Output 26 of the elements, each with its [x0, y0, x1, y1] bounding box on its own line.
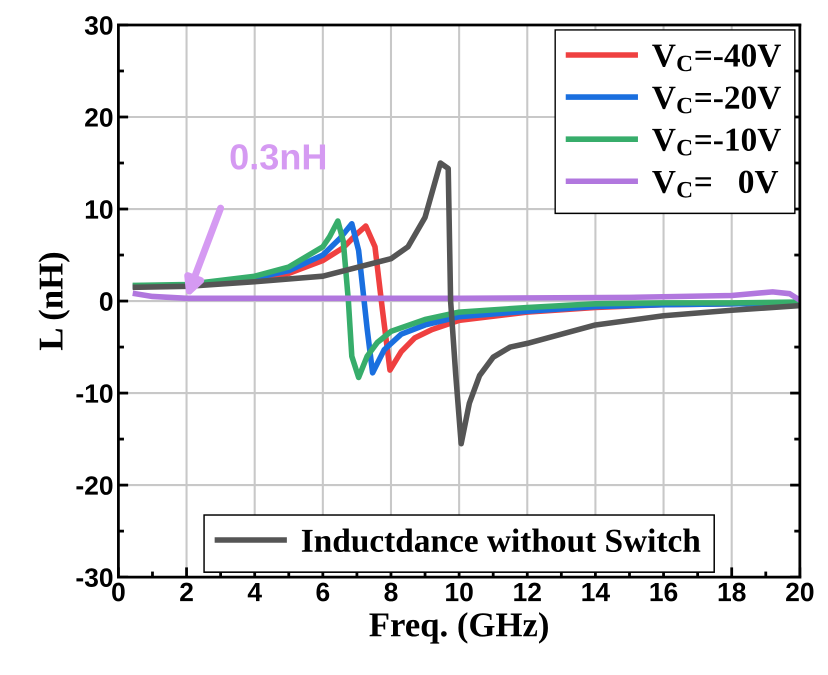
y-tick-label: -10 — [76, 384, 112, 403]
legend-label: V$_{C}$= 0V — [652, 170, 778, 198]
y-tick-label: 10 — [86, 200, 112, 219]
y-tick-label: 30 — [84, 16, 112, 35]
y-tick-label: -20 — [76, 476, 112, 495]
x-tick-label: 0 — [112, 582, 125, 602]
x-tick-label: 12 — [514, 582, 541, 602]
annotation: 0.3nH — [230, 144, 326, 170]
y-tick-label: 0 — [100, 292, 112, 311]
legend-label: V$_{C}$=-40V — [652, 44, 781, 72]
x-axis-title: Freq. (GHz) — [369, 612, 548, 644]
x-tick-label: 20 — [786, 582, 814, 602]
x-tick-label: 10 — [446, 582, 473, 602]
x-tick-label: 8 — [384, 582, 398, 602]
y-tick-label: 20 — [85, 108, 112, 127]
y-tick-label: -30 — [76, 568, 112, 587]
x-tick-label: 16 — [650, 582, 678, 602]
x-tick-label: 6 — [316, 582, 330, 602]
x-tick-label: 18 — [718, 582, 746, 602]
legend-label: Inductdance without Switch — [302, 528, 700, 552]
y-axis-title: L (nH) — [38, 252, 70, 350]
legend-label: V$_{C}$=-10V — [652, 128, 781, 156]
x-tick-label: 2 — [180, 582, 193, 602]
x-tick-label: 14 — [582, 582, 610, 602]
legend-label: V$_{C}$=-20V — [652, 86, 781, 114]
x-tick-label: 4 — [248, 582, 262, 602]
